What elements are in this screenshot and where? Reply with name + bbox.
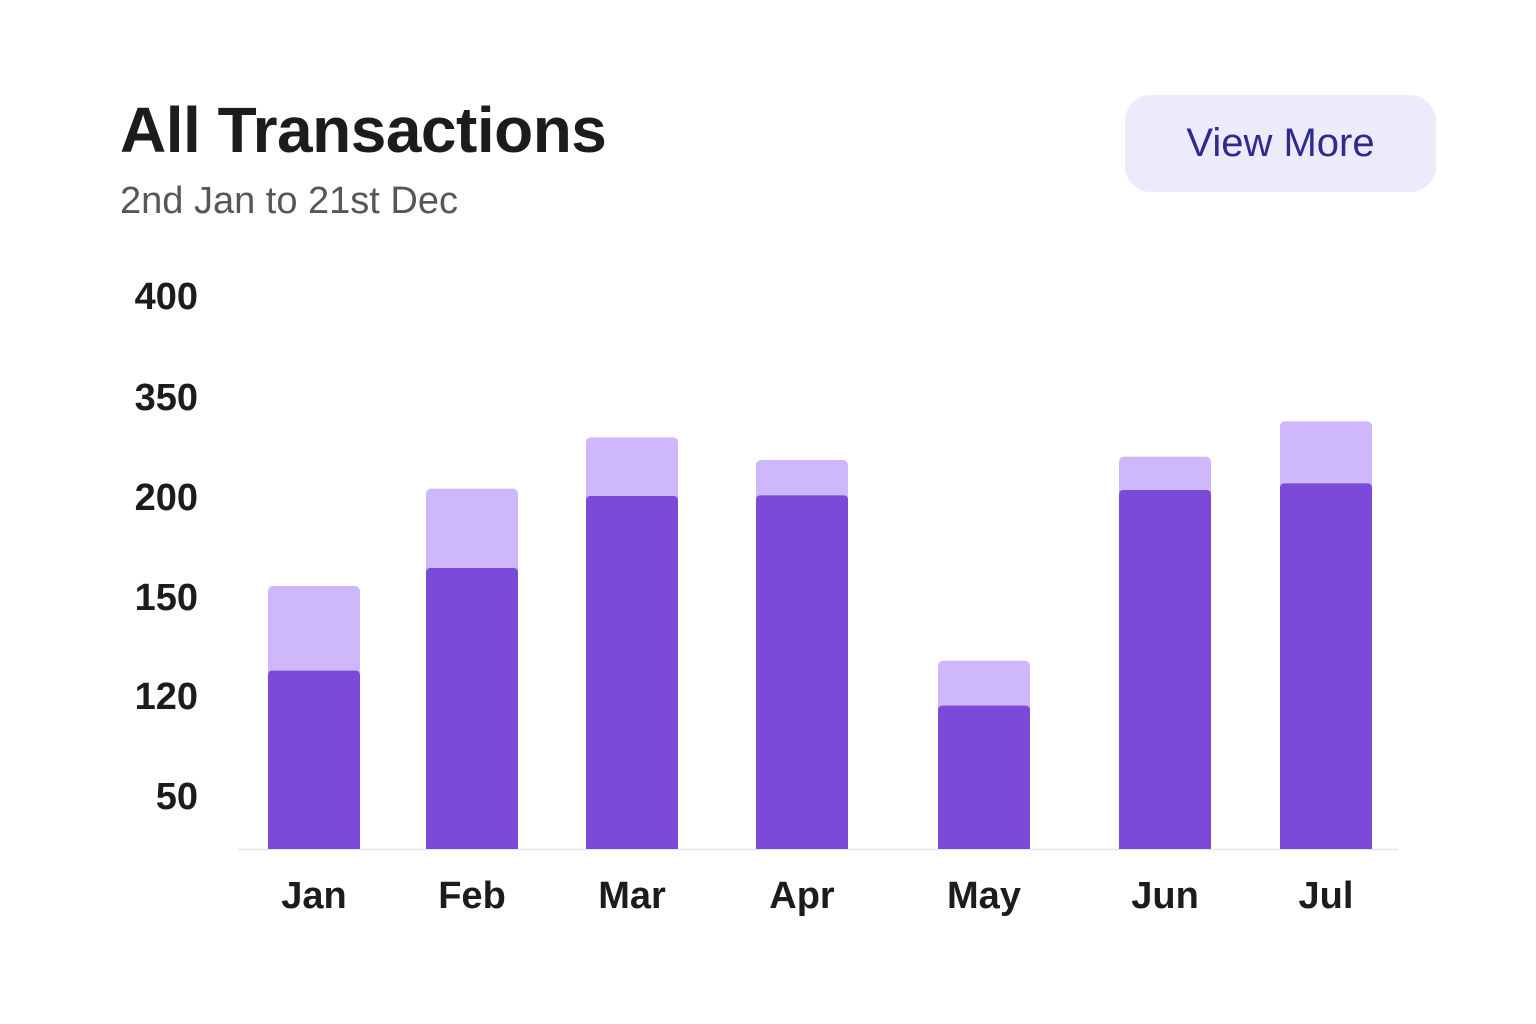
bar-segment-primary-body — [938, 713, 1030, 849]
y-tick-label: 400 — [135, 276, 198, 318]
bar-segment-primary-body — [1119, 498, 1211, 849]
y-tick-label: 150 — [135, 577, 198, 619]
x-category-label: Feb — [438, 875, 506, 917]
bar-segment-secondary — [268, 586, 360, 677]
x-category-label: Apr — [769, 875, 835, 917]
page-title: All Transactions — [120, 94, 607, 166]
y-tick-label: 120 — [135, 676, 198, 718]
x-category-label: Jul — [1299, 875, 1354, 917]
x-category-label: Mar — [598, 875, 666, 917]
x-category-label: Jan — [281, 875, 346, 917]
y-tick-label: 200 — [135, 477, 198, 519]
bar-segment-primary-body — [426, 576, 518, 849]
bar-segment-secondary — [1280, 421, 1372, 490]
bar-segment-primary-body — [268, 678, 360, 849]
bar-segment-secondary — [426, 488, 518, 574]
bar-segment-secondary — [938, 660, 1030, 712]
view-more-button[interactable]: View More — [1125, 95, 1436, 192]
bar-segment-primary-body — [756, 503, 848, 849]
date-range-subtitle: 2nd Jan to 21st Dec — [120, 180, 458, 222]
y-tick-label: 350 — [135, 377, 198, 419]
x-category-label: May — [947, 875, 1021, 917]
bar-segment-secondary — [756, 460, 848, 502]
y-tick-label: 50 — [156, 776, 198, 818]
bar-segment-primary-body — [586, 504, 678, 849]
x-category-label: Jun — [1131, 875, 1199, 917]
bar-segment-secondary — [1119, 456, 1211, 496]
bar-segment-secondary — [586, 437, 678, 502]
bar-segment-primary-body — [1280, 491, 1372, 849]
